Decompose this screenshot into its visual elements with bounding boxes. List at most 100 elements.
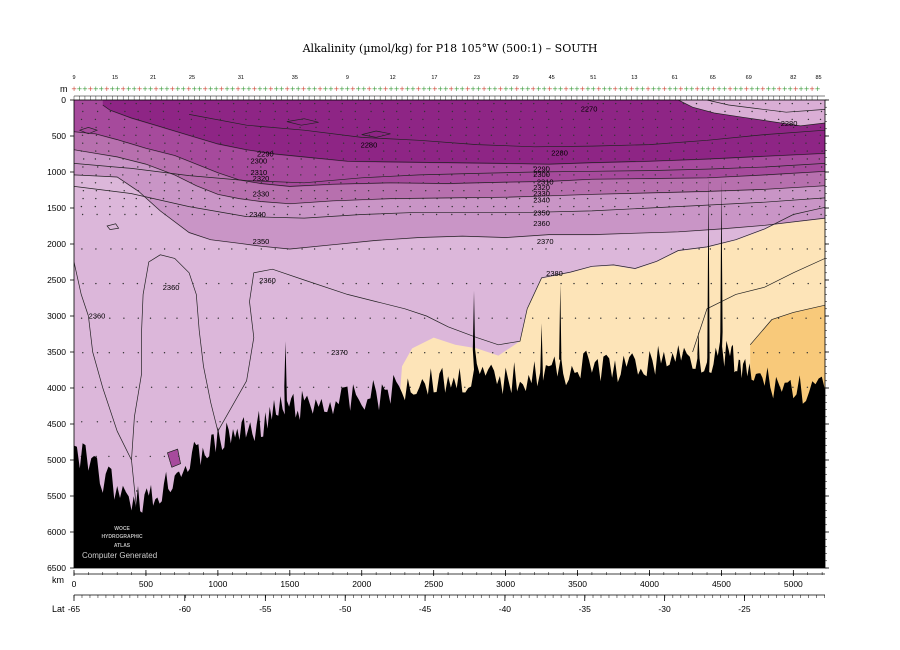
sample-dot xyxy=(190,166,192,168)
sample-dot xyxy=(491,282,493,285)
closed-contour-1 xyxy=(286,118,319,126)
sample-dot xyxy=(504,158,506,160)
sample-dot xyxy=(110,421,112,423)
sample-dot xyxy=(682,134,684,136)
sample-dot xyxy=(189,150,192,152)
lat-tick-label: -55 xyxy=(259,604,272,614)
sample-dot xyxy=(601,182,603,184)
sample-dot xyxy=(600,352,602,354)
sample-dot xyxy=(326,317,328,319)
sample-dot xyxy=(285,317,288,319)
closed-contour-0 xyxy=(78,127,99,135)
sample-dot xyxy=(356,386,358,388)
sample-dot xyxy=(422,118,424,121)
sample-dot xyxy=(506,142,508,144)
y-tick-label: 3000 xyxy=(47,311,66,321)
sample-dot xyxy=(246,182,248,184)
band-surface-low xyxy=(678,100,825,126)
sample-dot xyxy=(778,166,780,168)
sample-dot xyxy=(452,317,454,319)
sample-dot xyxy=(245,150,247,152)
sample-dot xyxy=(766,352,769,354)
sample-dot xyxy=(219,110,221,113)
sample-dot xyxy=(779,282,781,285)
sample-dot xyxy=(518,197,521,200)
sample-dot xyxy=(478,134,480,136)
station-marker: + xyxy=(530,85,536,93)
station-marker: + xyxy=(645,85,651,93)
sample-dot xyxy=(163,248,166,250)
sample-dot xyxy=(533,102,535,105)
sample-dot xyxy=(505,110,507,113)
sample-dot xyxy=(301,317,303,319)
sample-dot xyxy=(698,118,700,121)
sample-dot xyxy=(411,248,413,250)
sample-dot xyxy=(258,142,260,144)
contour-label: 2270 xyxy=(581,105,598,114)
sample-dot xyxy=(315,110,317,113)
sample-dot xyxy=(396,110,398,113)
sample-dot xyxy=(711,102,713,105)
sample-dot xyxy=(696,190,698,192)
station-marker: + xyxy=(689,85,695,93)
sample-dot xyxy=(260,182,263,184)
sample-dot xyxy=(162,197,165,200)
sample-dot xyxy=(356,174,359,176)
sample-dot xyxy=(149,134,151,136)
sample-dot xyxy=(450,352,453,354)
contour-line-9 xyxy=(217,268,528,432)
sample-dot xyxy=(272,282,274,285)
sample-dot xyxy=(381,102,383,105)
station-marker: + xyxy=(579,85,585,93)
sample-dot xyxy=(286,110,288,113)
sample-dot xyxy=(629,102,632,105)
sample-dot xyxy=(698,248,700,250)
sample-dot xyxy=(559,174,561,176)
sample-dot xyxy=(492,182,494,184)
sample-dot xyxy=(395,197,397,200)
sample-dot xyxy=(615,190,617,192)
sample-dot xyxy=(805,205,807,208)
sample-dot xyxy=(178,282,180,285)
sample-dot xyxy=(95,102,97,105)
sample-dot xyxy=(642,197,644,200)
station-marker: + xyxy=(169,85,175,93)
sample-dot xyxy=(410,166,412,168)
sample-dot xyxy=(192,205,194,208)
sample-dot xyxy=(162,134,164,136)
top-station-ticks: + + + + + + + + + + + + + + + + + + + + + + + + + + + + + + + + + + + + + + + +… xyxy=(71,85,825,100)
sample-dot xyxy=(765,166,767,168)
sample-dot xyxy=(615,102,617,105)
sample-dot xyxy=(423,142,425,144)
sample-dot xyxy=(791,248,794,250)
sample-dot xyxy=(657,110,659,113)
contour-label: 2280 xyxy=(361,141,378,150)
sample-dot xyxy=(122,166,124,168)
sample-dot xyxy=(191,386,193,388)
sample-dot xyxy=(315,166,317,168)
sample-dot xyxy=(629,197,632,200)
sample-dot xyxy=(465,142,468,144)
sample-dot xyxy=(136,421,138,423)
sample-dot xyxy=(479,282,481,285)
sample-dot xyxy=(642,174,644,176)
station-marker: + xyxy=(716,85,722,93)
sample-dot xyxy=(655,248,657,250)
sample-dot xyxy=(532,126,535,129)
sample-dot xyxy=(561,317,563,319)
sample-dot xyxy=(217,317,219,319)
sample-dot xyxy=(245,248,247,250)
sample-dot xyxy=(819,134,822,136)
sample-dot xyxy=(602,110,604,113)
sample-dot xyxy=(572,213,574,216)
sample-dot xyxy=(94,158,97,160)
closed-contour-3 xyxy=(106,223,120,230)
sample-dot xyxy=(233,182,235,184)
sample-dot xyxy=(422,282,424,285)
sample-dot xyxy=(244,190,247,192)
station-marker: + xyxy=(503,85,509,93)
sample-dot xyxy=(95,197,97,200)
sample-dot xyxy=(750,134,753,136)
station-marker: + xyxy=(355,85,361,93)
sample-dot xyxy=(616,110,618,113)
